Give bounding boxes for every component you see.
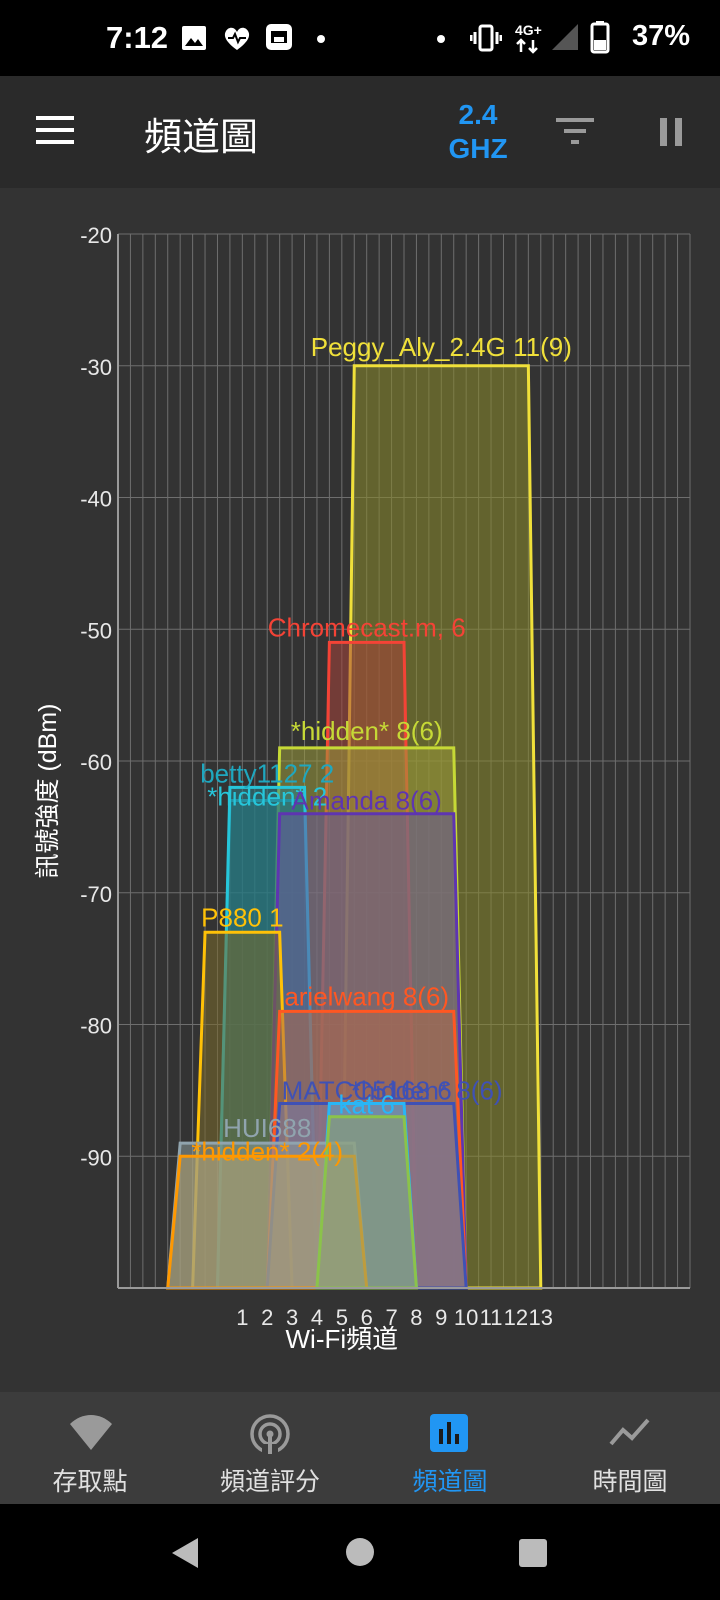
y-axis-title: 訊號強度 (dBm)	[34, 703, 62, 878]
system-navigation-bar	[0, 1504, 720, 1600]
x-tick-label: 8	[410, 1305, 422, 1330]
menu-icon[interactable]	[36, 114, 76, 146]
nav-channel-graph[interactable]: 頻道圖	[360, 1392, 540, 1504]
back-icon[interactable]	[170, 1536, 200, 1570]
nav-label: 頻道圖	[412, 1468, 488, 1496]
x-tick-label: 2	[261, 1305, 273, 1330]
band-value: 2.4	[458, 99, 498, 130]
network-type-icon: 4G+	[515, 22, 542, 54]
channel-graph-svg: Peggy_Aly_2.4G 11(9) Chromecast.m, 6 *hidd…	[34, 223, 691, 1354]
x-tick-label: 5	[336, 1305, 348, 1330]
status-time: 7:12	[106, 20, 169, 55]
signal-icon	[552, 24, 578, 50]
series-label: betty1127 2	[200, 759, 334, 789]
nav-label: 存取點	[52, 1468, 128, 1496]
series-label: *hidden* 2(4)	[191, 1136, 343, 1166]
wifi-icon	[70, 1415, 112, 1450]
x-tick-label: 11	[480, 1305, 503, 1330]
y-tick-label: -90	[80, 1145, 112, 1170]
series-label: *hidden* 8(6)	[291, 716, 443, 746]
nav-label: 時間圖	[592, 1468, 668, 1496]
y-tick-label: -80	[80, 1014, 112, 1039]
x-axis-title: Wi-Fi頻道	[286, 1324, 399, 1354]
y-tick-label: -60	[80, 750, 112, 775]
x-tick-label: 4	[311, 1305, 323, 1330]
series-label: arielwang 8(6)	[284, 981, 449, 1011]
dot-icon	[317, 35, 325, 43]
x-tick-label: 7	[385, 1305, 397, 1330]
x-tick-label: 13	[529, 1305, 553, 1330]
series-label: HUI688	[223, 1113, 311, 1143]
nav-label: 頻道評分	[219, 1468, 320, 1496]
pause-icon[interactable]	[658, 116, 686, 148]
y-tick-label: -70	[80, 882, 112, 907]
line-chart-icon	[609, 1418, 650, 1446]
vibrate-icon	[470, 24, 502, 52]
series-label: P880 1	[201, 902, 283, 932]
y-tick-label: -30	[80, 355, 112, 380]
band-unit: GHZ	[448, 133, 508, 164]
dot-icon	[437, 35, 445, 43]
nav-access-points[interactable]: 存取點	[0, 1392, 180, 1504]
series-label: kat 6	[339, 1090, 395, 1120]
x-tick-label: 9	[435, 1305, 447, 1330]
app-bar: 頻道圖 2.4 GHZ	[0, 76, 720, 188]
nav-time-graph[interactable]: 時間圖	[540, 1392, 720, 1504]
channel-graph: Peggy_Aly_2.4G 11(9) Chromecast.m, 6 *hidd…	[0, 188, 720, 1392]
x-tick-label: 12	[504, 1305, 528, 1330]
series-label: Chromecast.m, 6	[268, 612, 466, 642]
x-tick-label: 10	[454, 1305, 478, 1330]
x-tick-label: 6	[361, 1305, 373, 1330]
series-label: Amanda 8(6)	[292, 786, 442, 816]
heartbeat-icon	[224, 27, 250, 50]
y-tick-label: -40	[80, 487, 112, 512]
status-bar: 7:12 4G+ 37%	[0, 0, 720, 76]
store-icon	[266, 24, 292, 50]
image-icon	[182, 26, 206, 50]
series-label: *hidden* 8(6)	[351, 1076, 503, 1106]
y-tick-label: -20	[80, 223, 112, 248]
recents-icon[interactable]	[518, 1538, 548, 1568]
band-toggle-button[interactable]: 2.4 GHZ	[428, 98, 528, 166]
page-title: 頻道圖	[144, 117, 259, 159]
filter-icon[interactable]	[556, 116, 596, 146]
bottom-navigation: 存取點 頻道評分 頻道圖 時間圖	[0, 1392, 720, 1504]
nav-channel-rating[interactable]: 頻道評分	[180, 1392, 360, 1504]
battery-percent: 37%	[631, 20, 690, 52]
series-label: *hidden* 2	[207, 781, 327, 811]
series-label: Peggy_Aly_2.4G 11(9)	[311, 332, 572, 362]
y-tick-label: -50	[80, 618, 112, 643]
home-icon[interactable]	[344, 1536, 376, 1568]
series-label: MATCC5168 6	[282, 1076, 452, 1106]
battery-icon	[590, 21, 610, 54]
x-tick-label: 1	[236, 1305, 248, 1330]
svg-text:4G+: 4G+	[515, 22, 542, 38]
bar-chart-icon	[430, 1414, 468, 1452]
x-tick-label: 3	[286, 1305, 298, 1330]
radar-icon	[250, 1414, 290, 1456]
